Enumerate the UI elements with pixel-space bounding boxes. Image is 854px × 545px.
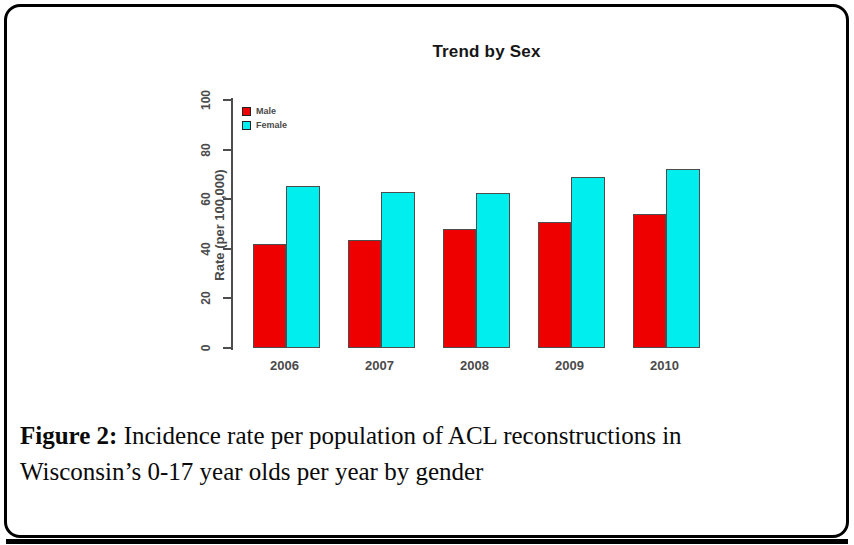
male-swatch-icon: [242, 107, 251, 116]
y-tick-40: [223, 248, 231, 250]
x-label-2008: 2008: [440, 358, 510, 373]
y-tick-100: [223, 99, 231, 101]
y-tick-20: [223, 297, 231, 299]
bar-male-2009: [538, 222, 571, 348]
x-label-2007: 2007: [345, 358, 415, 373]
plot-area: Rate (per 100,000) Male Female 020406080…: [233, 100, 740, 348]
x-label-2009: 2009: [535, 358, 605, 373]
bar-female-2006: [286, 186, 320, 348]
bar-male-2010: [633, 214, 666, 348]
legend: Male Female: [242, 106, 287, 134]
y-tick-label-100: 100: [199, 78, 213, 122]
bar-female-2009: [571, 177, 605, 348]
female-swatch-icon: [242, 121, 251, 130]
figure-caption-text-2: Wisconsin’s 0-17 year olds per year by g…: [20, 458, 483, 485]
figure-caption-text-1: Incidence rate per population of ACL rec…: [117, 422, 681, 449]
y-tick-label-40: 40: [199, 227, 213, 271]
y-tick-80: [223, 149, 231, 151]
x-label-2006: 2006: [250, 358, 320, 373]
y-axis: [231, 98, 233, 350]
legend-item-male: Male: [242, 106, 287, 116]
y-tick-label-0: 0: [199, 326, 213, 370]
bar-male-2008: [443, 229, 476, 348]
y-axis-label: Rate (per 100,000): [212, 150, 228, 300]
y-tick-0: [223, 347, 231, 349]
figure-caption-label: Figure 2:: [20, 422, 117, 449]
legend-item-female: Female: [242, 120, 287, 130]
figure-caption: Figure 2: Incidence rate per population …: [20, 418, 832, 489]
bar-male-2006: [253, 244, 286, 348]
y-tick-label-80: 80: [199, 128, 213, 172]
figure-panel: Trend by Sex Rate (per 100,000) Male Fem…: [0, 0, 854, 545]
x-label-2010: 2010: [630, 358, 700, 373]
chart-title: Trend by Sex: [233, 42, 740, 62]
legend-label-male: Male: [256, 106, 276, 116]
bottom-divider: [6, 539, 848, 544]
bar-male-2007: [348, 240, 381, 348]
bar-female-2007: [381, 192, 415, 348]
y-tick-60: [223, 198, 231, 200]
bar-female-2008: [476, 193, 510, 348]
y-tick-label-60: 60: [199, 177, 213, 221]
legend-label-female: Female: [256, 120, 287, 130]
bar-female-2010: [666, 169, 700, 348]
y-tick-label-20: 20: [199, 276, 213, 320]
